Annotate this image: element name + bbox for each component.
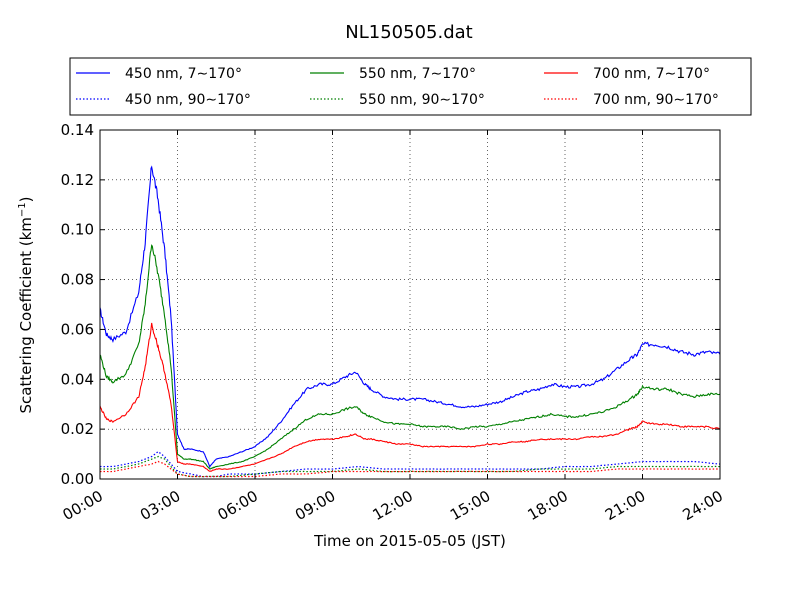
series-group (100, 165, 720, 478)
legend-frame (69, 57, 752, 116)
legend-label-450-nm-90-170: 450 nm, 90∼170° (125, 92, 251, 108)
legend-label-700-nm-90-170: 700 nm, 90∼170° (593, 92, 719, 108)
x-tick-label: 12:00 (370, 487, 416, 524)
series-line-700-nm-90-170 (100, 460, 720, 478)
y-tick-label: 0.10 (61, 221, 94, 239)
y-tick-label: 0.08 (61, 271, 94, 289)
legend-label-550-nm-90-170: 550 nm, 90∼170° (359, 92, 485, 108)
series-line-550-nm-90-170 (100, 455, 720, 478)
series-line-450-nm-7-170 (100, 165, 720, 469)
grid (100, 130, 720, 479)
y-axis-label: Scattering Coefficient (km−1) (17, 196, 35, 413)
y-tick-label: 0.00 (61, 470, 94, 488)
y-tick-label: 0.02 (61, 420, 94, 438)
legend-label-450-nm-7-170: 450 nm, 7∼170° (125, 66, 242, 82)
ticks (99, 129, 721, 480)
legend: 450 nm, 7∼170° 550 nm, 7∼170° 700 nm, 7∼17… (69, 57, 752, 116)
y-tick-label: 0.04 (61, 370, 94, 388)
y-axis-label-main: Scattering Coefficient (km (17, 217, 35, 413)
x-tick-labels: 00:00 03:00 06:00 09:00 12:00 15:00 18:00 21:00… (60, 487, 726, 524)
y-axis-label-superscript: −1 (17, 202, 28, 217)
x-tick-label: 24:00 (680, 487, 726, 524)
x-tick-label: 21:00 (602, 487, 648, 524)
y-tick-label: 0.06 (61, 320, 94, 338)
chart-title: NL150505.dat (345, 22, 472, 43)
x-axis-label: Time on 2015-05-05 (JST) (313, 532, 506, 550)
series-line-550-nm-7-170 (100, 244, 720, 470)
legend-label-700-nm-7-170: 700 nm, 7∼170° (593, 66, 710, 82)
legend-label-550-nm-7-170: 550 nm, 7∼170° (359, 66, 476, 82)
y-tick-label: 0.12 (61, 171, 94, 189)
x-tick-label: 15:00 (447, 487, 493, 524)
y-tick-label: 0.14 (61, 121, 94, 139)
x-tick-label: 00:00 (60, 487, 106, 524)
x-tick-label: 06:00 (215, 487, 261, 524)
x-tick-label: 09:00 (292, 487, 338, 524)
y-axis-label-end: ) (17, 196, 35, 202)
x-tick-label: 18:00 (525, 487, 571, 524)
y-tick-labels: 0.00 0.02 0.04 0.06 0.08 0.10 0.12 0.14 (61, 121, 94, 488)
x-tick-label: 03:00 (137, 487, 183, 524)
series-line-700-nm-7-170 (100, 322, 720, 472)
series-line-450-nm-90-170 (100, 450, 720, 478)
